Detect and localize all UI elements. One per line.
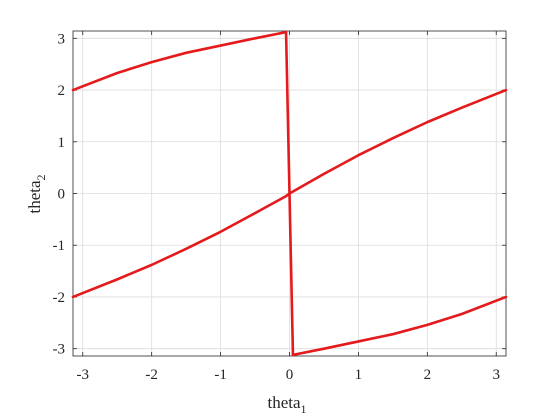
x-tick-label: 2 xyxy=(424,367,432,383)
x-axis-label-sub: 1 xyxy=(301,402,307,416)
data-lines xyxy=(71,30,508,357)
series-line-3 xyxy=(291,295,508,357)
x-tick-label: 0 xyxy=(286,367,294,383)
y-tick-label: -1 xyxy=(53,238,66,254)
x-tick-label: -1 xyxy=(214,367,227,383)
y-tick-label: -2 xyxy=(53,290,66,306)
y-tick-label: 3 xyxy=(58,31,66,47)
x-tick-label: -3 xyxy=(77,367,90,383)
y-tick-label: -3 xyxy=(53,342,66,358)
series-line-4 xyxy=(284,30,295,357)
x-tick-label: 3 xyxy=(492,367,500,383)
x-tick-label: -2 xyxy=(145,367,158,383)
y-tick-label: 1 xyxy=(58,135,66,151)
x-axis-label: theta1 xyxy=(267,393,306,416)
x-axis-label-base: theta xyxy=(267,393,300,412)
y-tick-label: 2 xyxy=(58,83,66,99)
series-line-1 xyxy=(71,88,508,299)
y-axis-label-sub: 2 xyxy=(34,174,48,180)
grid xyxy=(73,31,506,356)
y-axis-label-base: theta xyxy=(25,180,44,213)
y-axis-label: theta2 xyxy=(25,174,48,213)
series-line-2 xyxy=(71,30,288,92)
y-tick-label: 0 xyxy=(58,187,66,203)
ticks: -3 -2 -1 0 1 2 3 -3 -2 -1 0 1 2 3 xyxy=(53,31,506,383)
x-tick-label: 1 xyxy=(355,367,363,383)
